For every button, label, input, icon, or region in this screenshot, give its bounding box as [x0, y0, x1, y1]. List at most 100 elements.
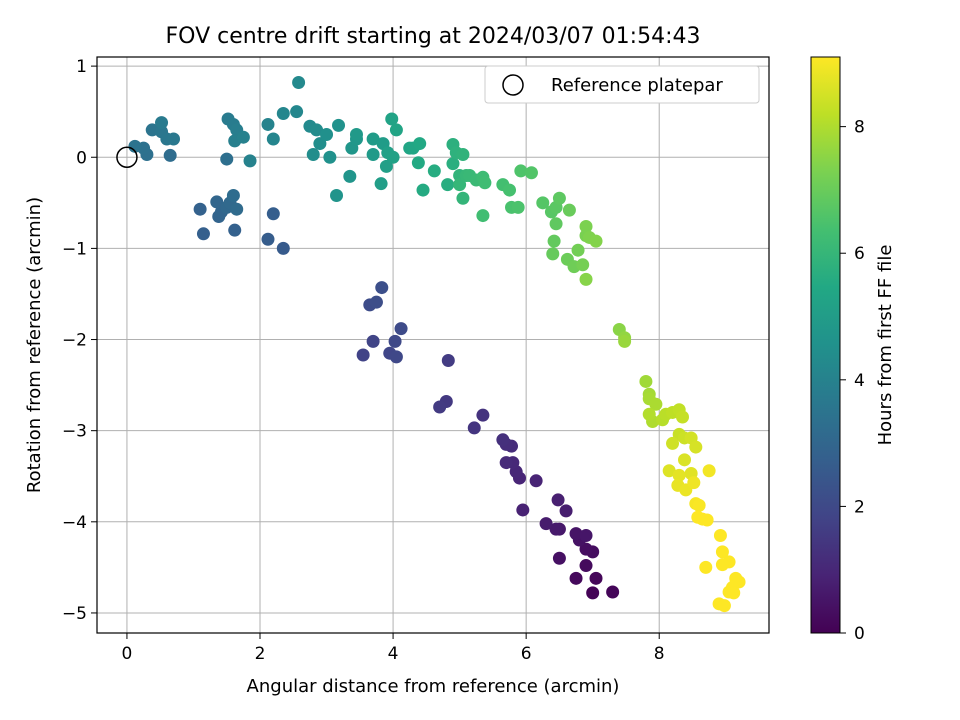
data-point [692, 498, 706, 512]
data-point [349, 127, 363, 141]
data-point [276, 241, 290, 255]
x-tick-label: 0 [122, 644, 133, 664]
data-point [713, 528, 727, 542]
data-point [579, 559, 593, 573]
data-point [332, 118, 346, 132]
data-point [516, 503, 530, 517]
data-point [689, 440, 703, 454]
data-point [456, 191, 470, 205]
data-point [155, 116, 169, 130]
data-point [672, 468, 686, 482]
y-tick-label: −5 [62, 604, 87, 624]
x-tick-label: 8 [654, 644, 665, 664]
data-point [467, 421, 481, 435]
data-point [699, 560, 713, 574]
data-point [478, 176, 492, 190]
data-point [687, 476, 701, 490]
data-point [579, 220, 593, 234]
data-point [514, 164, 528, 178]
data-point [389, 350, 403, 364]
data-point [551, 493, 565, 507]
data-point [579, 542, 593, 556]
data-point [310, 123, 324, 137]
data-point [386, 150, 400, 164]
data-point [243, 154, 257, 168]
data-point [562, 203, 576, 217]
data-point [427, 164, 441, 178]
colorbar-ticks: 0 2 4 6 8 [840, 118, 865, 644]
chart-title: FOV centre drift starting at 2024/03/07 … [166, 24, 701, 49]
data-point [292, 76, 306, 90]
data-point [678, 453, 692, 467]
data-point [456, 148, 470, 162]
data-point [313, 137, 327, 151]
data-point [416, 183, 430, 197]
y-tick-label: −4 [62, 513, 87, 533]
data-point [385, 112, 399, 126]
y-tick-label: −1 [62, 239, 87, 259]
y-axis-ticks: 1 0 −1 −2 −3 −4 −5 [62, 57, 97, 624]
colorbar: 0 2 4 6 8 Hours from first FF file [810, 56, 896, 644]
legend-label-reference: Reference platepar [551, 75, 723, 96]
data-point [441, 178, 455, 192]
data-point [715, 545, 729, 559]
y-tick-label: −3 [62, 422, 87, 442]
data-point [446, 157, 460, 171]
data-point [552, 191, 566, 205]
data-point [356, 348, 370, 362]
data-point [366, 132, 380, 146]
data-point [433, 400, 447, 414]
data-point [676, 410, 690, 424]
data-point [323, 150, 337, 164]
data-point [388, 334, 402, 348]
data-point [552, 551, 566, 565]
data-point [290, 105, 304, 119]
data-point [524, 166, 538, 180]
data-point [394, 322, 408, 336]
data-point [411, 156, 425, 170]
data-point [230, 202, 244, 216]
data-point [266, 132, 280, 146]
data-point [662, 464, 676, 478]
data-point [589, 571, 603, 585]
legend-marker-reference [502, 74, 524, 96]
data-point [306, 148, 320, 162]
x-tick-label: 2 [255, 644, 266, 664]
data-point [536, 196, 550, 210]
data-point [529, 474, 543, 488]
data-point [220, 152, 234, 166]
data-point [330, 189, 344, 203]
legend-box [484, 65, 760, 104]
data-point [476, 408, 490, 422]
data-point [413, 137, 427, 151]
data-point [569, 527, 583, 541]
data-point [276, 107, 290, 121]
y-tick-label: 1 [76, 57, 87, 77]
data-point [369, 295, 383, 309]
data-point [642, 407, 656, 421]
data-point [569, 571, 583, 585]
data-point [539, 517, 553, 531]
data-point [226, 189, 240, 203]
data-point [228, 223, 242, 237]
data-point [702, 464, 716, 478]
data-point [163, 148, 177, 162]
data-point [700, 513, 714, 527]
data-point [128, 139, 142, 153]
data-point [576, 258, 590, 272]
data-point [266, 207, 280, 221]
data-point [375, 281, 389, 295]
data-point [366, 148, 380, 162]
data-point [579, 272, 593, 286]
data-point [379, 159, 393, 173]
colorbar-tick-label: 6 [854, 244, 865, 264]
y-tick-label: 0 [76, 148, 87, 168]
y-axis-label: Rotation from reference (arcmin) [24, 197, 45, 493]
data-point [549, 217, 563, 231]
data-point [441, 353, 455, 367]
x-tick-label: 6 [521, 644, 532, 664]
data-point [343, 169, 357, 183]
data-point [193, 202, 207, 216]
data-point [547, 234, 561, 248]
